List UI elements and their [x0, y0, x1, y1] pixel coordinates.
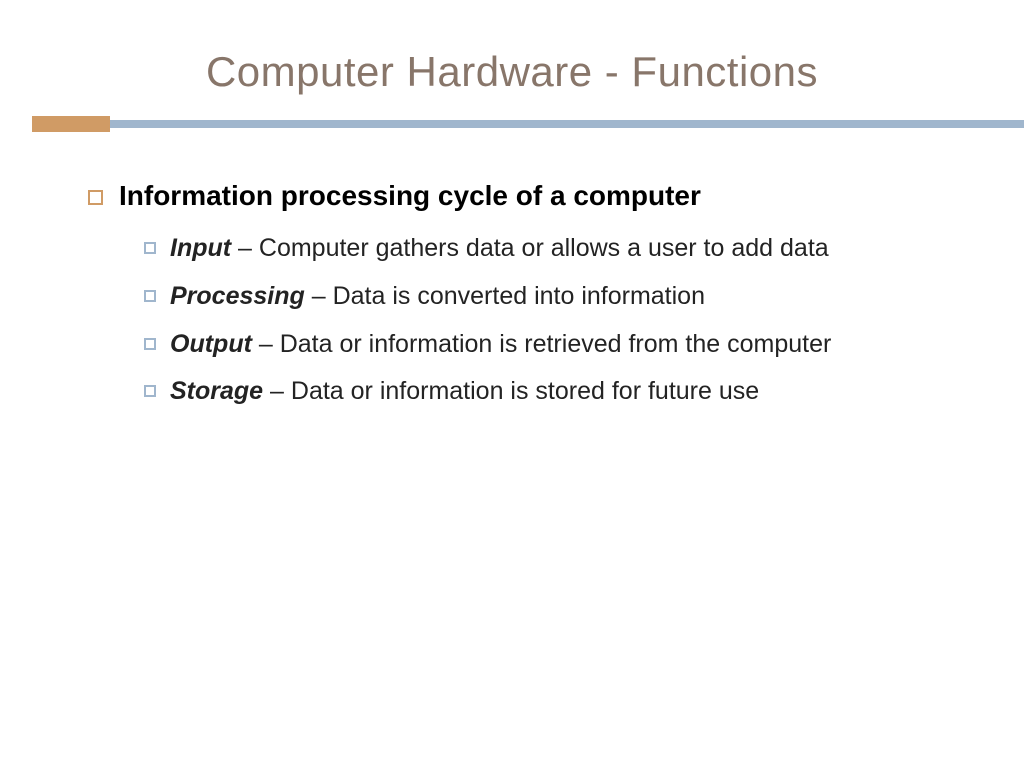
square-bullet-icon — [88, 190, 103, 205]
heading-text: Information processing cycle of a comput… — [119, 180, 701, 212]
slide-body: Information processing cycle of a comput… — [0, 132, 1024, 409]
list-item-term: Input — [170, 234, 231, 262]
list-item: Processing – Data is converted into info… — [144, 280, 964, 314]
list-item-desc: – Data is converted into information — [305, 282, 705, 310]
accent-bar-spacer — [0, 124, 32, 125]
accent-line — [110, 120, 1024, 128]
list-item: Storage – Data or information is stored … — [144, 375, 964, 409]
list-item: Output – Data or information is retrieve… — [144, 328, 964, 362]
list-item-text: Input – Computer gathers data or allows … — [170, 232, 829, 266]
list-item-term: Output — [170, 330, 252, 358]
square-bullet-icon — [144, 385, 156, 397]
square-bullet-icon — [144, 290, 156, 302]
accent-tab — [32, 116, 110, 132]
list-item-text: Processing – Data is converted into info… — [170, 280, 705, 314]
list-item-desc: – Computer gathers data or allows a user… — [231, 234, 829, 262]
square-bullet-icon — [144, 338, 156, 350]
heading-row: Information processing cycle of a comput… — [88, 180, 964, 212]
sub-list: Input – Computer gathers data or allows … — [88, 232, 964, 409]
list-item-desc: – Data or information is retrieved from … — [252, 330, 831, 358]
accent-bar — [0, 116, 1024, 132]
list-item-term: Storage — [170, 377, 263, 405]
list-item: Input – Computer gathers data or allows … — [144, 232, 964, 266]
list-item-term: Processing — [170, 282, 305, 310]
list-item-text: Output – Data or information is retrieve… — [170, 328, 831, 362]
list-item-text: Storage – Data or information is stored … — [170, 375, 759, 409]
square-bullet-icon — [144, 242, 156, 254]
list-item-desc: – Data or information is stored for futu… — [263, 377, 759, 405]
slide-title: Computer Hardware - Functions — [0, 0, 1024, 116]
